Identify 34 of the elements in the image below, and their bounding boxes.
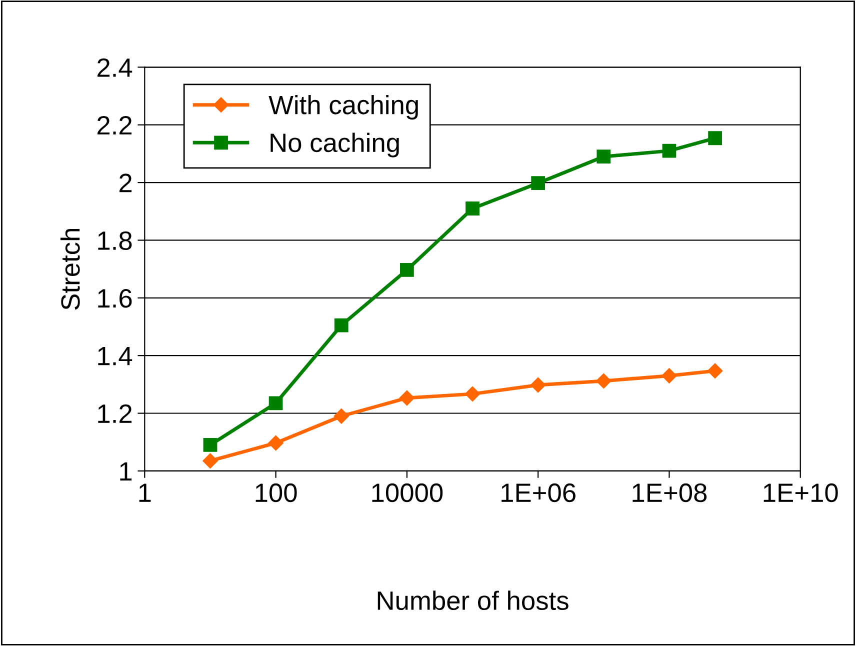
point (464, 386, 480, 402)
x-tick-label: 100 (256, 483, 297, 502)
x-tick-label: 10000 (372, 483, 443, 502)
x-axis-title: Number of hosts (378, 590, 568, 610)
y-tick-label: 1.6 (98, 289, 132, 308)
x-tick-label: 1E+06 (502, 483, 576, 502)
point (334, 408, 349, 424)
point (399, 390, 415, 406)
point (531, 176, 546, 190)
legend-label: No caching (270, 132, 399, 158)
x-tick-label: 1E+10 (764, 483, 838, 502)
x-tick-label: 1 (139, 484, 151, 502)
point (268, 435, 284, 451)
point (466, 202, 480, 216)
y-tick-label: 2.4 (98, 58, 132, 77)
legend-label: With caching (268, 94, 418, 120)
y-tick-label: 2 (120, 174, 132, 192)
y-tick-label: 1 (120, 462, 132, 480)
y-tick-label: 2.2 (98, 116, 132, 134)
x-tick-label: 1E+08 (632, 483, 707, 502)
point (202, 453, 218, 468)
y-tick-label: 1.2 (98, 404, 132, 423)
point (530, 377, 546, 393)
point (662, 368, 677, 384)
point (596, 150, 611, 164)
point (203, 438, 218, 452)
point (268, 396, 283, 410)
point (596, 373, 612, 389)
point (662, 144, 676, 158)
y-tick-label: 1.8 (98, 231, 132, 250)
point (400, 262, 414, 277)
y-axis-title: Stretch (60, 228, 80, 310)
point (334, 318, 348, 332)
y-tick-label: 1.4 (98, 346, 132, 366)
